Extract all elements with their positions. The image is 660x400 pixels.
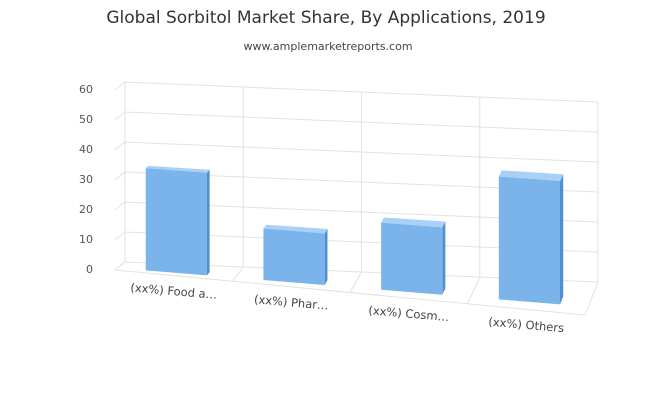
bar-top — [498, 170, 564, 182]
y-tick-label: 20 — [79, 203, 93, 216]
bar-front — [145, 168, 207, 276]
x-tick-label: (xx%) Phar… — [253, 292, 329, 312]
bar-top — [263, 224, 328, 234]
bar — [498, 170, 564, 305]
floor-edge — [114, 269, 586, 316]
grid-line — [232, 87, 244, 282]
bar-side — [442, 221, 446, 295]
bar-side — [324, 228, 328, 286]
grid-line — [349, 92, 362, 293]
x-tick-label: (xx%) Others — [488, 315, 565, 336]
bar-top — [145, 165, 210, 173]
bar-side — [206, 169, 210, 276]
grid-line — [114, 111, 599, 133]
bar-top — [381, 217, 446, 228]
x-tick-label: (xx%) Cosm… — [368, 303, 450, 324]
grid-line — [114, 141, 599, 163]
chart-title: Global Sorbitol Market Share, By Applica… — [106, 8, 545, 28]
bar — [145, 165, 210, 276]
chart-subtitle: www.amplemarketreports.com — [243, 40, 412, 53]
y-tick-label: 50 — [79, 113, 93, 126]
bar-front — [381, 222, 443, 295]
y-tick-label: 60 — [79, 83, 93, 96]
y-tick-label: 10 — [79, 233, 93, 246]
y-tick-label: 0 — [86, 263, 93, 276]
y-tick-label: 30 — [79, 173, 93, 186]
bar-front — [263, 228, 325, 286]
x-tick-label: (xx%) Food a… — [130, 280, 218, 302]
grid-line — [584, 102, 599, 316]
y-tick-label: 40 — [79, 143, 93, 156]
bar — [381, 217, 446, 295]
bar — [263, 224, 328, 286]
grid-line — [467, 97, 481, 304]
bar-side — [560, 174, 564, 305]
grid-line — [114, 82, 126, 271]
bar-front — [498, 176, 561, 305]
grid-line — [114, 81, 599, 103]
